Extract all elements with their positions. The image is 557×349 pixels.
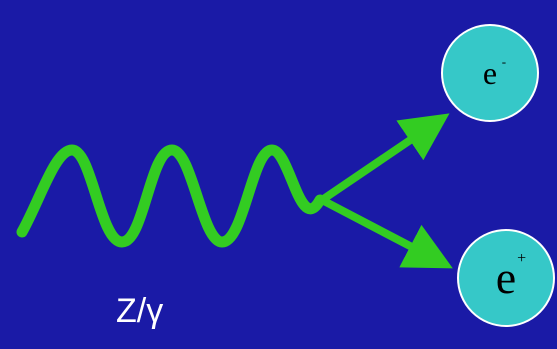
electron-charge: - xyxy=(501,54,507,69)
positron-symbol: e + xyxy=(495,250,527,303)
boson-label: Z/γ xyxy=(116,292,164,330)
electron-symbol: e- xyxy=(482,54,507,91)
electron-line xyxy=(318,113,450,204)
positron-charge: + xyxy=(517,250,527,267)
electron-node: e- xyxy=(441,24,539,122)
boson-wavy-line xyxy=(16,144,326,248)
positron-line xyxy=(318,196,453,269)
positron-node: e + xyxy=(457,229,555,327)
